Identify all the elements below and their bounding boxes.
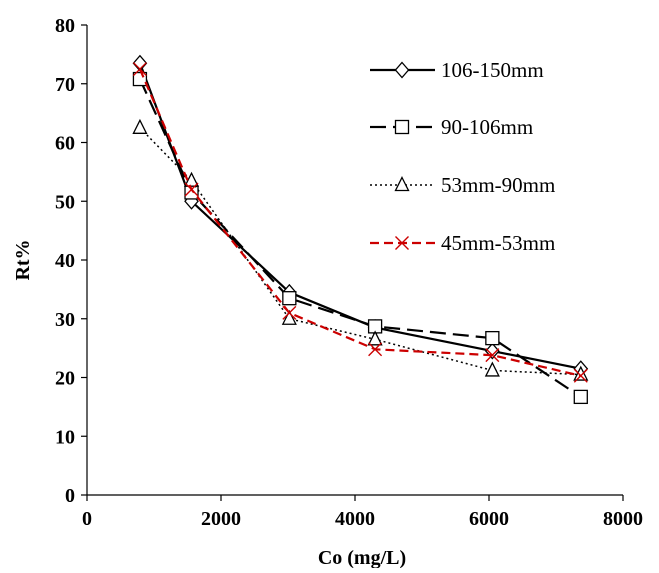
y-tick-label: 70 xyxy=(55,74,75,96)
y-tick-label: 50 xyxy=(55,191,75,213)
legend-label: 106-150mm xyxy=(441,58,544,82)
data-point-x xyxy=(368,342,383,357)
legend-marker xyxy=(394,61,410,79)
y-tick-label: 60 xyxy=(55,133,75,155)
legend: 106-150mm 90-106mm 53mm-90mm 45mm-53mm xyxy=(370,58,555,255)
data-point-triangle xyxy=(281,309,297,325)
series-line xyxy=(138,62,582,370)
x-tick-label: 8000 xyxy=(603,508,643,530)
x-tick-label: 4000 xyxy=(335,508,375,530)
data-point-square xyxy=(282,291,297,306)
y-tick-label: 30 xyxy=(55,309,75,331)
series-line xyxy=(138,78,582,398)
data-point-square xyxy=(485,330,500,346)
series-triangle xyxy=(132,118,589,381)
series-layer xyxy=(132,54,589,405)
y-axis-title: Rt% xyxy=(12,239,34,280)
data-point-square xyxy=(573,389,588,405)
data-point-triangle xyxy=(367,330,383,346)
legend-marker xyxy=(394,119,410,135)
legend-marker xyxy=(394,176,410,192)
data-point-x xyxy=(132,62,147,77)
data-point-x xyxy=(573,368,588,383)
legend-label: 53mm-90mm xyxy=(441,173,555,197)
y-tick-label: 0 xyxy=(65,485,75,507)
data-point-triangle xyxy=(484,361,500,377)
y-tick-label: 20 xyxy=(55,368,75,390)
legend-label: 90-106mm xyxy=(441,115,533,139)
y-tick-label: 10 xyxy=(55,426,75,448)
data-point-x xyxy=(485,348,500,363)
data-point-triangle xyxy=(132,118,148,134)
series-diamond xyxy=(132,54,589,378)
axes: 0 2000 4000 6000 8000 0 10 20 30 40 50 60 70 80 xyxy=(55,15,643,530)
y-tick-label: 40 xyxy=(55,250,75,272)
data-point-x xyxy=(184,182,199,197)
data-point-triangle xyxy=(573,365,589,381)
series-line xyxy=(139,127,581,376)
series-x xyxy=(132,62,588,383)
y-tick-label: 80 xyxy=(55,15,75,37)
legend-label: 45mm-53mm xyxy=(441,231,555,255)
x-tick-label: 2000 xyxy=(201,508,241,530)
x-tick-label: 6000 xyxy=(469,508,509,530)
data-point-x xyxy=(282,305,297,320)
legend-marker xyxy=(395,236,409,250)
x-tick-label: 0 xyxy=(82,508,92,530)
x-axis-title: Co (mg/L) xyxy=(318,547,406,568)
